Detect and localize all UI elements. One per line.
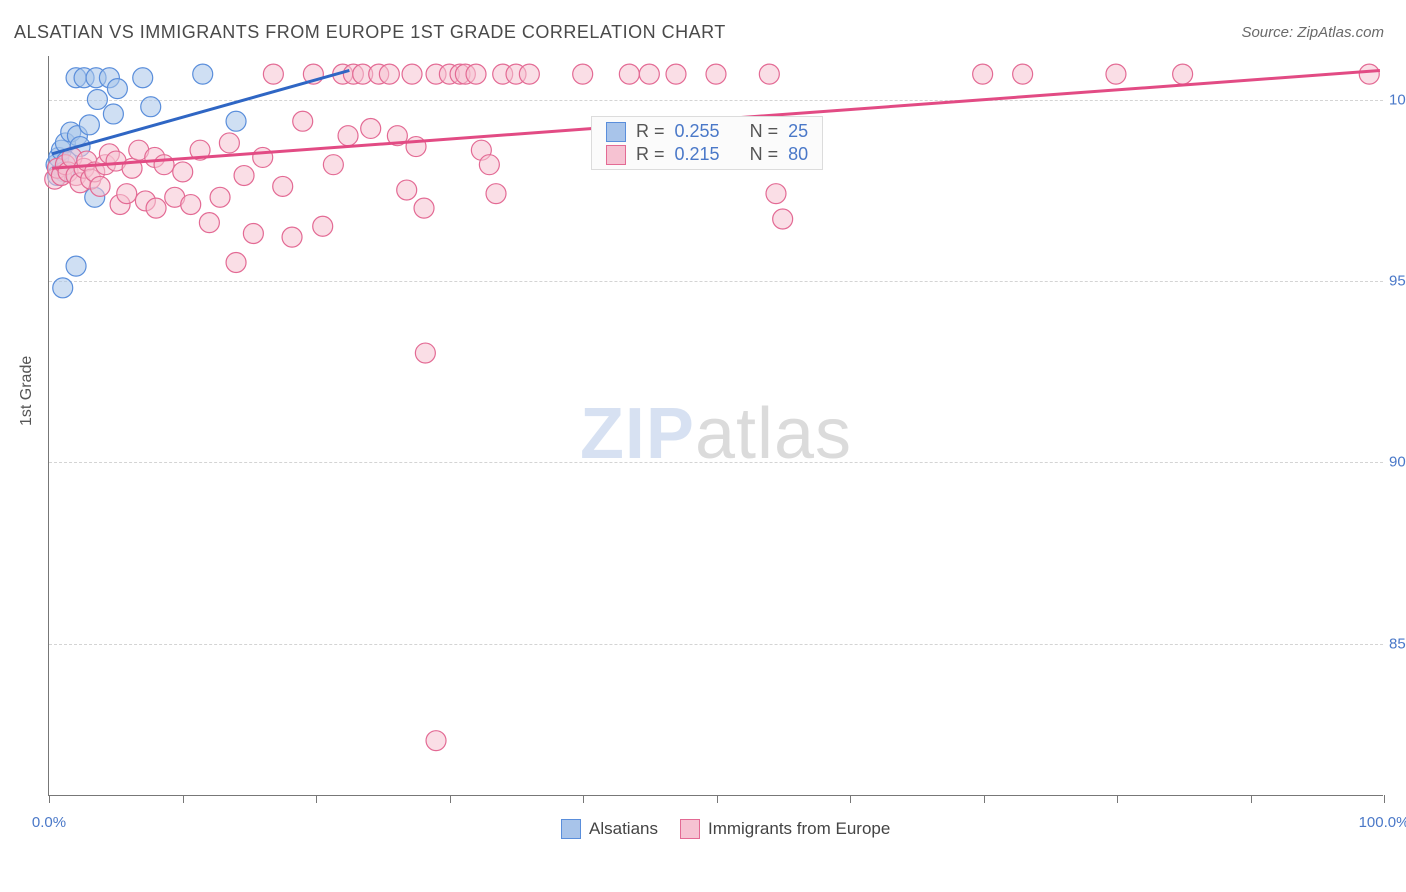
data-point xyxy=(466,64,486,84)
swatch-immigrants xyxy=(606,145,626,165)
data-point xyxy=(402,64,422,84)
x-tick xyxy=(1384,795,1385,803)
legend-item-alsatians: Alsatians xyxy=(561,819,658,839)
data-point xyxy=(486,184,506,204)
data-point xyxy=(219,133,239,153)
data-point xyxy=(263,64,283,84)
y-axis-title: 1st Grade xyxy=(18,356,36,426)
data-point xyxy=(706,64,726,84)
data-point xyxy=(639,64,659,84)
legend-item-immigrants: Immigrants from Europe xyxy=(680,819,890,839)
y-tick-label: 90.0% xyxy=(1389,454,1406,471)
data-point xyxy=(1106,64,1126,84)
data-point xyxy=(519,64,539,84)
series-legend: Alsatians Immigrants from Europe xyxy=(561,819,890,839)
data-point xyxy=(415,343,435,363)
data-point xyxy=(414,198,434,218)
n-value-1: 25 xyxy=(788,121,808,142)
legend-label-alsatians: Alsatians xyxy=(589,819,658,839)
swatch-alsatians xyxy=(606,122,626,142)
x-tick xyxy=(49,795,50,803)
y-tick-label: 100.0% xyxy=(1389,91,1406,108)
data-point xyxy=(759,64,779,84)
stats-legend: R = 0.255 N = 25 R = 0.215 N = 80 xyxy=(591,116,823,170)
data-point xyxy=(87,89,107,109)
data-point xyxy=(1359,64,1379,84)
y-tick-label: 95.0% xyxy=(1389,272,1406,289)
data-point xyxy=(66,256,86,276)
data-point xyxy=(133,68,153,88)
x-tick xyxy=(316,795,317,803)
data-point xyxy=(154,155,174,175)
data-point xyxy=(666,64,686,84)
r-value-1: 0.255 xyxy=(675,121,720,142)
data-point xyxy=(323,155,343,175)
x-tick xyxy=(450,795,451,803)
x-tick xyxy=(984,795,985,803)
data-point xyxy=(193,64,213,84)
data-point xyxy=(361,118,381,138)
stats-row-immigrants: R = 0.215 N = 80 xyxy=(606,144,808,165)
data-point xyxy=(226,111,246,131)
data-point xyxy=(313,216,333,236)
source-attribution: Source: ZipAtlas.com xyxy=(1241,24,1384,41)
data-point xyxy=(426,731,446,751)
data-point xyxy=(397,180,417,200)
x-tick xyxy=(850,795,851,803)
data-point xyxy=(117,184,137,204)
x-tick-label: 0.0% xyxy=(32,814,66,831)
data-point xyxy=(234,166,254,186)
data-point xyxy=(103,104,123,124)
data-point xyxy=(141,97,161,117)
x-tick-label: 100.0% xyxy=(1359,814,1406,831)
x-tick xyxy=(183,795,184,803)
x-tick xyxy=(717,795,718,803)
data-point xyxy=(773,209,793,229)
data-point xyxy=(619,64,639,84)
x-tick xyxy=(1117,795,1118,803)
data-point xyxy=(226,252,246,272)
data-point xyxy=(53,278,73,298)
chart-title: ALSATIAN VS IMMIGRANTS FROM EUROPE 1ST G… xyxy=(14,22,726,43)
y-tick-label: 85.0% xyxy=(1389,635,1406,652)
data-point xyxy=(479,155,499,175)
data-point xyxy=(379,64,399,84)
data-point xyxy=(173,162,193,182)
data-point xyxy=(79,115,99,135)
data-point xyxy=(253,147,273,167)
data-point xyxy=(107,79,127,99)
x-tick xyxy=(583,795,584,803)
n-value-2: 80 xyxy=(788,144,808,165)
data-point xyxy=(1173,64,1193,84)
data-point xyxy=(199,213,219,233)
data-point xyxy=(181,195,201,215)
data-point xyxy=(766,184,786,204)
data-point xyxy=(282,227,302,247)
x-tick xyxy=(1251,795,1252,803)
plot-area: ZIPatlas 85.0%90.0%95.0%100.0% 0.0%100.0… xyxy=(48,56,1383,796)
data-point xyxy=(273,176,293,196)
data-point xyxy=(338,126,358,146)
data-point xyxy=(1013,64,1033,84)
data-point xyxy=(90,176,110,196)
stats-row-alsatians: R = 0.255 N = 25 xyxy=(606,121,808,142)
legend-swatch-immigrants xyxy=(680,819,700,839)
n-label-2: N = xyxy=(750,144,779,165)
data-point xyxy=(210,187,230,207)
n-label-1: N = xyxy=(750,121,779,142)
data-point xyxy=(146,198,166,218)
legend-swatch-alsatians xyxy=(561,819,581,839)
r-label-2: R = xyxy=(636,144,665,165)
data-point xyxy=(573,64,593,84)
legend-label-immigrants: Immigrants from Europe xyxy=(708,819,890,839)
data-point xyxy=(293,111,313,131)
data-point xyxy=(973,64,993,84)
r-label-1: R = xyxy=(636,121,665,142)
data-point xyxy=(243,224,263,244)
r-value-2: 0.215 xyxy=(675,144,720,165)
